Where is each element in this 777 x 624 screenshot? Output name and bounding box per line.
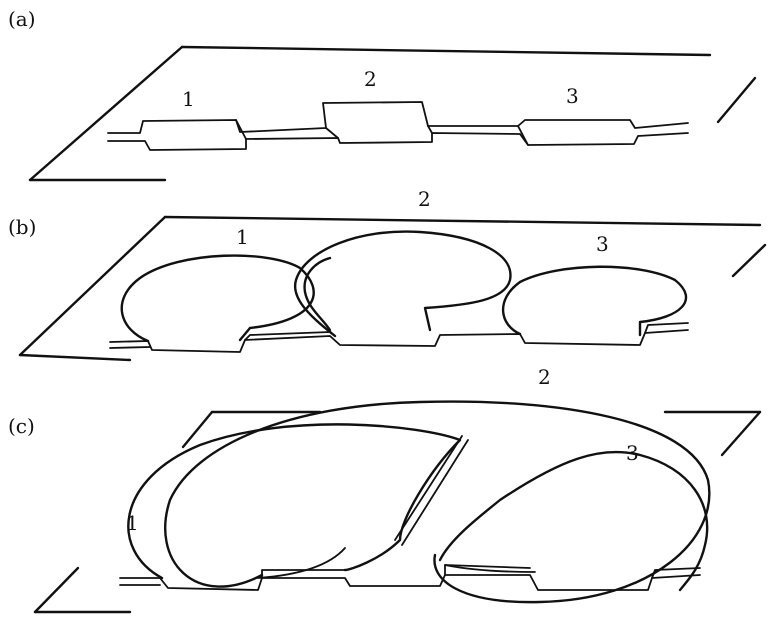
panel-b-loop-2 <box>293 230 512 338</box>
panel-b: (b) 1 2 3 <box>8 187 767 362</box>
panel-b-loop-2-inner <box>303 256 332 332</box>
panel-b-loop-3-label: 3 <box>596 232 609 256</box>
panel-c-loop-2-label: 2 <box>538 365 551 389</box>
panel-c-loop-1-label: 1 <box>126 511 139 535</box>
panel-c-plane <box>33 410 762 614</box>
panel-a-label: (a) <box>8 7 36 31</box>
panel-b-plane <box>18 215 767 362</box>
panel-c-loop-3-label: 3 <box>626 441 639 465</box>
panel-c-loop-crossing <box>394 435 469 546</box>
panel-b-loop-1 <box>120 254 315 343</box>
panel-a: (a) 1 2 3 <box>8 7 757 182</box>
panel-c-label: (c) <box>8 414 35 438</box>
panel-b-loop-2-label: 2 <box>418 187 431 211</box>
panel-c-loops <box>127 400 711 604</box>
panel-b-loops <box>120 230 688 343</box>
panel-b-label: (b) <box>8 215 36 239</box>
panel-c-loop-2 <box>164 400 711 604</box>
panel-a-loop-3-label: 3 <box>566 84 579 108</box>
panel-a-flux-tube <box>107 101 689 151</box>
panel-b-flux-tube <box>109 322 689 353</box>
panel-b-loop-1-label: 1 <box>236 225 249 249</box>
panel-a-plane <box>28 45 757 182</box>
panel-c-loop-1 <box>127 423 462 580</box>
panel-a-loop-1-label: 1 <box>182 87 195 111</box>
panel-a-loop-2-label: 2 <box>364 67 377 91</box>
panel-b-loop-3 <box>501 265 688 337</box>
panel-c: (c) 2 1 3 <box>8 365 762 614</box>
panel-c-loop-3 <box>438 450 709 592</box>
